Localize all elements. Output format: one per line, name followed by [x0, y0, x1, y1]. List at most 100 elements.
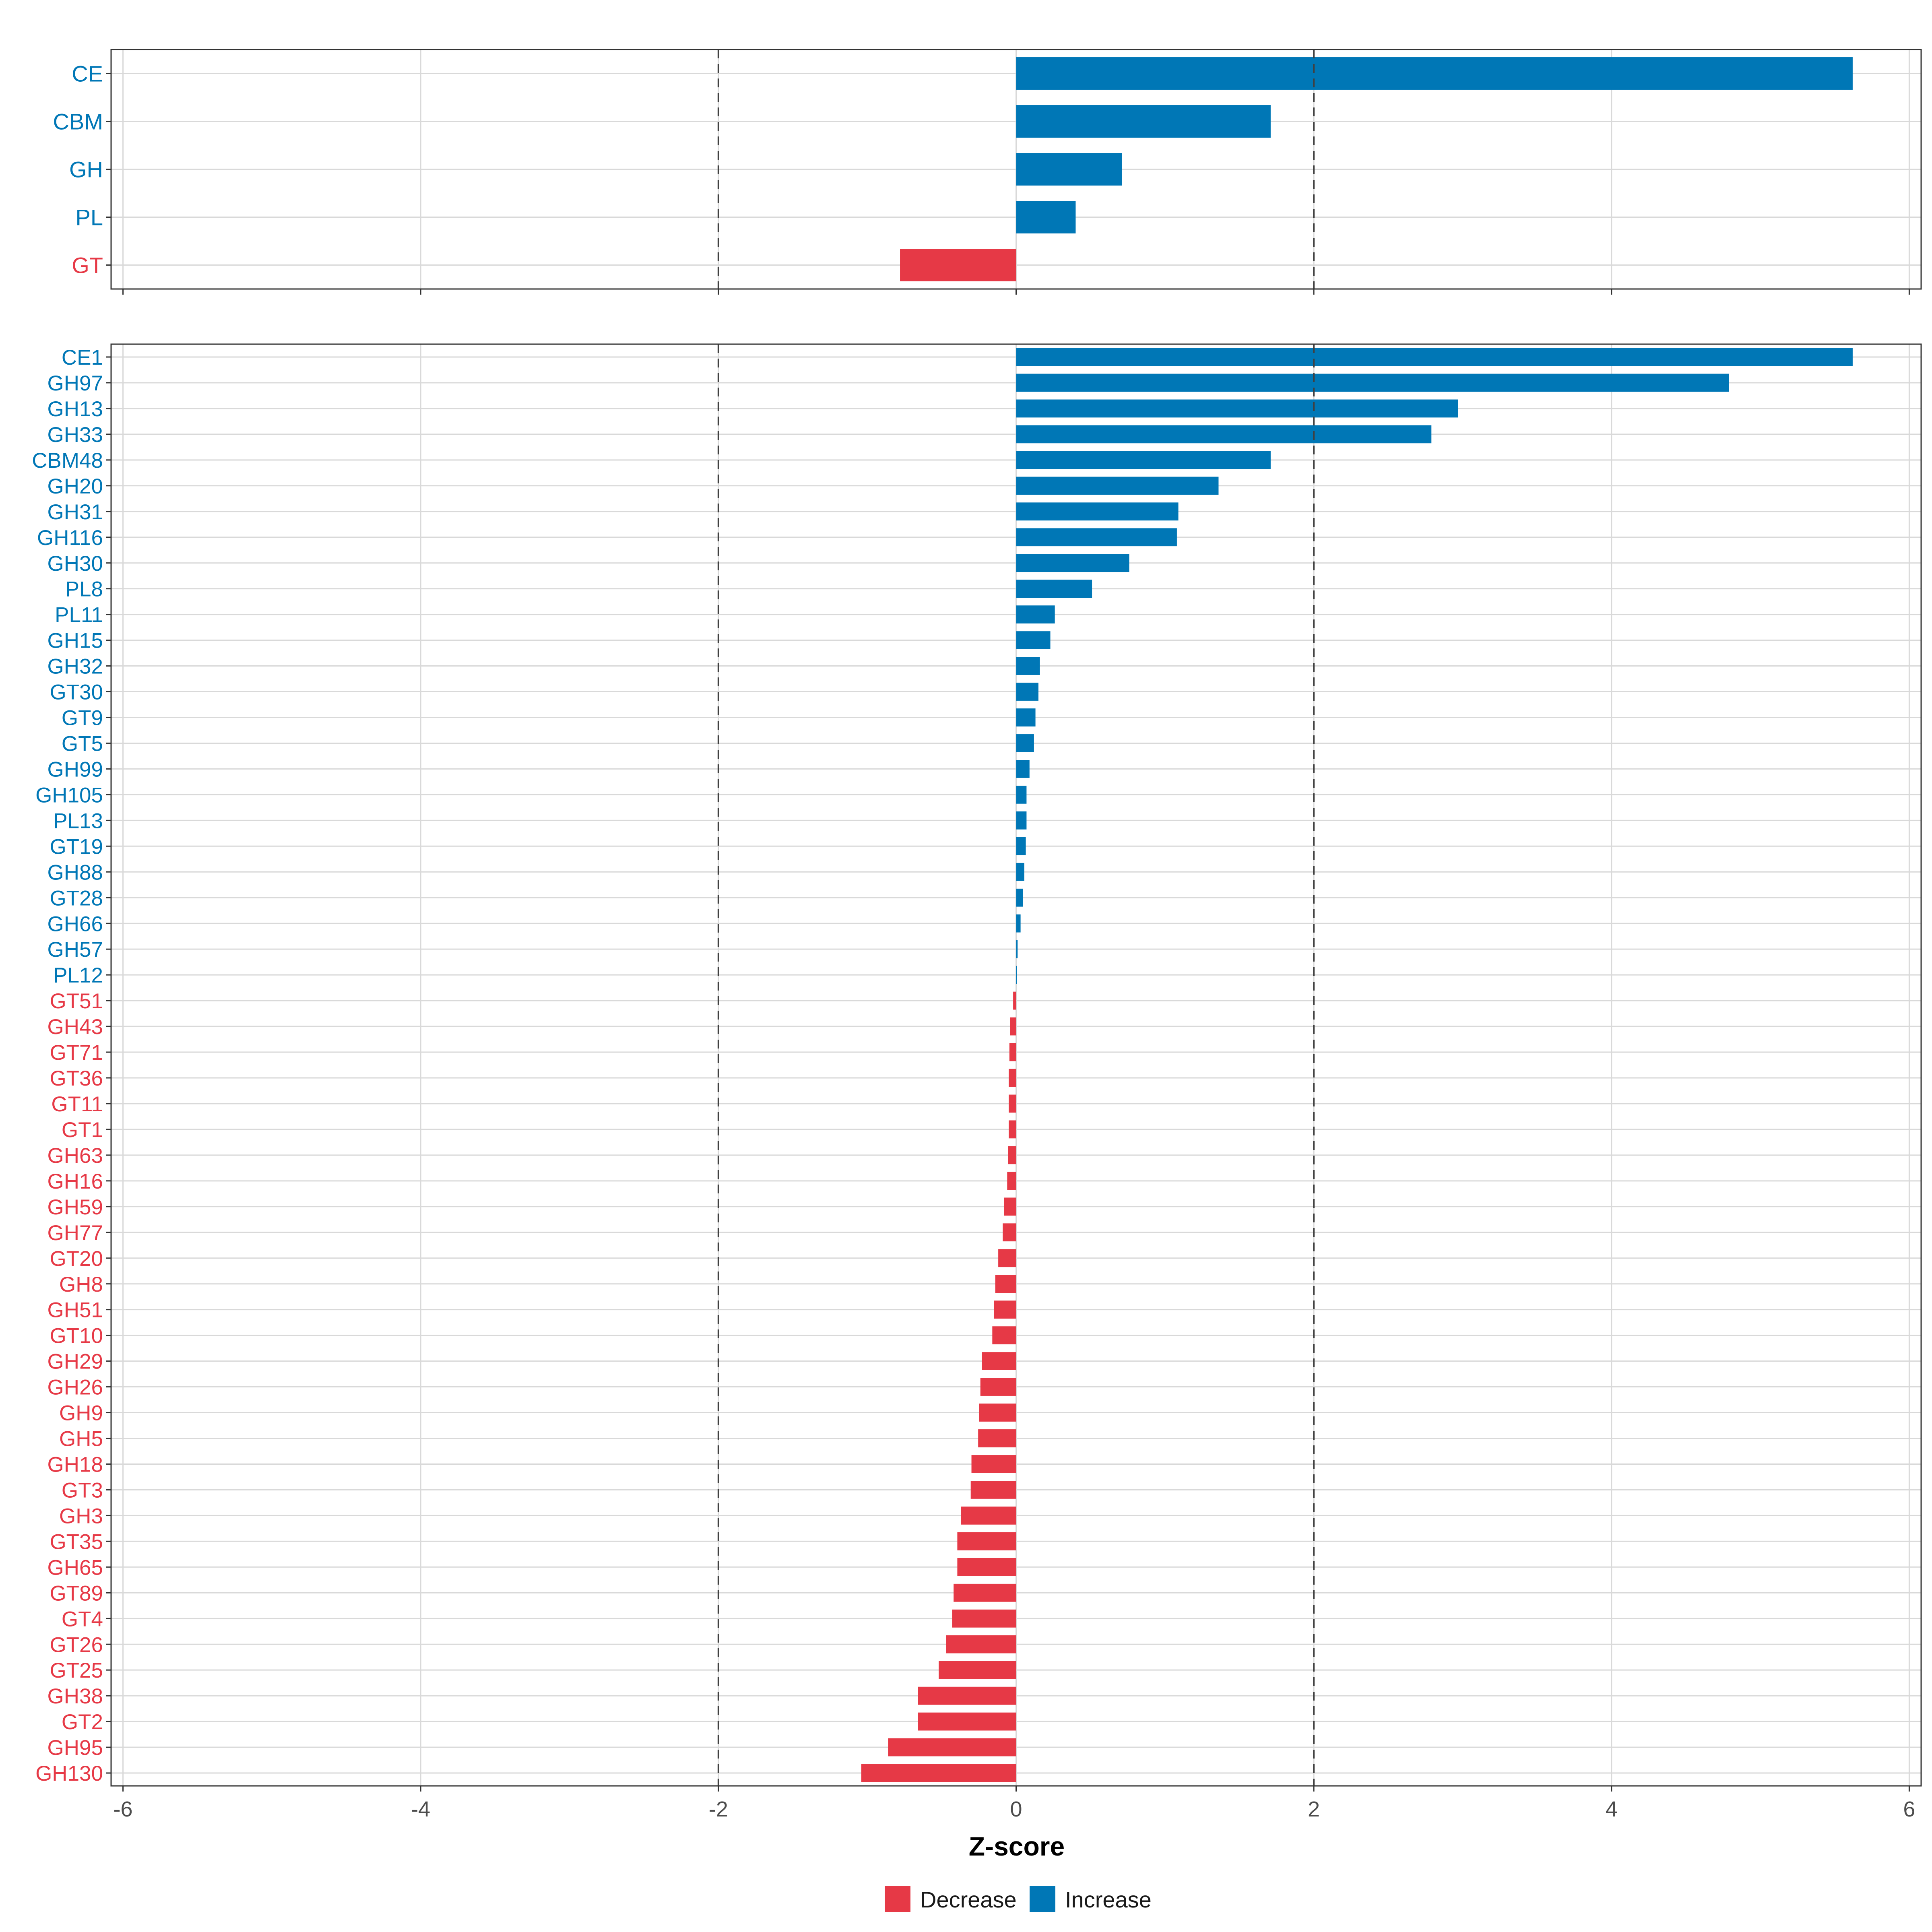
y-tick-label: GT9	[62, 706, 103, 730]
bar-gh29	[982, 1352, 1016, 1370]
legend-label-decrease: Decrease	[920, 1887, 1017, 1912]
x-tick-label: 6	[1903, 1797, 1915, 1821]
y-tick-label: GT89	[50, 1581, 103, 1605]
bar-pl12	[1016, 966, 1017, 984]
bar-gt11	[1009, 1094, 1016, 1113]
y-tick-label: GT51	[50, 989, 103, 1013]
x-tick-label: 2	[1308, 1797, 1320, 1821]
bar-cbm48	[1016, 451, 1271, 469]
bar-gt2	[918, 1712, 1016, 1731]
y-tick-label: GH33	[47, 423, 103, 447]
bar-gh97	[1016, 374, 1729, 392]
bar-gh31	[1016, 502, 1179, 521]
x-tick-label: 0	[1010, 1797, 1022, 1821]
bar-gh99	[1016, 760, 1030, 778]
y-tick-label: GT	[72, 253, 103, 278]
bar-gh16	[1007, 1172, 1016, 1190]
y-tick-label: CBM	[53, 109, 103, 134]
bar-gt71	[1009, 1043, 1016, 1061]
bar-gh51	[994, 1300, 1016, 1319]
y-tick-label: GT1	[62, 1118, 103, 1142]
y-tick-label: GT25	[50, 1659, 103, 1682]
bar-gh63	[1008, 1146, 1016, 1164]
y-tick-label: PL11	[55, 603, 103, 627]
bar-gt89	[954, 1583, 1016, 1602]
bar-ce1	[1016, 348, 1853, 366]
y-tick-label: CE	[72, 61, 103, 87]
bar-gh13	[1016, 399, 1458, 418]
y-tick-label: GT30	[50, 681, 103, 704]
y-tick-label: GH5	[59, 1427, 103, 1451]
bar-gh32	[1016, 657, 1040, 675]
bar-gh116	[1016, 528, 1177, 547]
x-tick-label: -4	[411, 1797, 430, 1821]
y-tick-label: GT28	[50, 886, 103, 910]
bar-gt20	[998, 1249, 1016, 1267]
bar-gh38	[918, 1686, 1016, 1705]
y-tick-label: PL13	[53, 809, 103, 833]
bar-gh95	[888, 1738, 1016, 1757]
bar-pl13	[1016, 811, 1027, 830]
bar-gt28	[1016, 888, 1023, 907]
bar-gt10	[992, 1326, 1016, 1345]
y-tick-label: GT4	[62, 1607, 103, 1631]
chart-panels: CECBMGHPLGTCE1GH97GH13GH33CBM48GH20GH31G…	[32, 49, 1922, 1821]
bar-gt3	[970, 1481, 1016, 1499]
y-tick-label: GH59	[47, 1195, 103, 1219]
y-tick-label: GH57	[47, 938, 103, 962]
bar-cbm	[1016, 105, 1271, 138]
legend-label-increase: Increase	[1065, 1887, 1152, 1912]
y-tick-label: GT2	[62, 1710, 103, 1734]
y-tick-label: GH20	[47, 475, 103, 498]
y-tick-label: GH43	[47, 1015, 103, 1039]
bar-gt	[900, 249, 1016, 281]
y-tick-label: PL8	[65, 578, 103, 601]
bar-gt26	[946, 1635, 1016, 1653]
bar-gh57	[1016, 940, 1018, 958]
y-tick-label: GH38	[47, 1684, 103, 1708]
x-axis-title: Z-score	[969, 1831, 1065, 1861]
bar-gh5	[978, 1429, 1016, 1447]
bar-gh3	[961, 1506, 1016, 1525]
y-tick-label: GH16	[47, 1170, 103, 1193]
bar-gh65	[957, 1558, 1016, 1576]
bar-gt25	[939, 1661, 1016, 1679]
bar-gt51	[1013, 991, 1016, 1010]
x-tick-label: -6	[114, 1797, 133, 1821]
y-tick-label: CBM48	[32, 449, 103, 473]
bar-gh30	[1016, 554, 1129, 572]
y-tick-label: GT36	[50, 1067, 103, 1090]
y-tick-label: GH8	[59, 1273, 103, 1296]
y-tick-label: GT35	[50, 1530, 103, 1554]
y-tick-label: GH77	[47, 1221, 103, 1245]
y-tick-label: GH99	[47, 758, 103, 781]
bar-gt1	[1009, 1120, 1016, 1139]
y-tick-label: GH13	[47, 397, 103, 421]
bar-gh26	[980, 1378, 1016, 1396]
y-tick-label: GH18	[47, 1453, 103, 1477]
bar-gh18	[971, 1455, 1016, 1473]
y-tick-label: GH9	[59, 1402, 103, 1425]
y-tick-label: GH29	[47, 1350, 103, 1374]
bar-gh8	[995, 1275, 1016, 1293]
y-tick-label: GH65	[47, 1556, 103, 1579]
y-tick-label: CE1	[62, 346, 103, 369]
y-tick-label: GH66	[47, 912, 103, 936]
bar-gt5	[1016, 734, 1034, 752]
y-tick-label: GH3	[59, 1504, 103, 1528]
bar-gh66	[1016, 914, 1021, 933]
x-tick-label: 4	[1606, 1797, 1618, 1821]
y-tick-label: PL12	[53, 964, 103, 987]
bar-gt9	[1016, 708, 1036, 727]
y-tick-label: GH130	[35, 1762, 103, 1785]
bar-ce	[1016, 57, 1853, 90]
bar-pl	[1016, 201, 1076, 233]
bar-gh20	[1016, 477, 1219, 495]
y-tick-label: GH88	[47, 861, 103, 884]
panel-family-panel: CE1GH97GH13GH33CBM48GH20GH31GH116GH30PL8…	[32, 343, 1922, 1821]
y-tick-label: GT5	[62, 732, 103, 756]
panel-class-panel: CE CBM GH PL GT	[53, 49, 1922, 295]
bar-gh9	[979, 1404, 1016, 1422]
bar-gt30	[1016, 683, 1038, 701]
